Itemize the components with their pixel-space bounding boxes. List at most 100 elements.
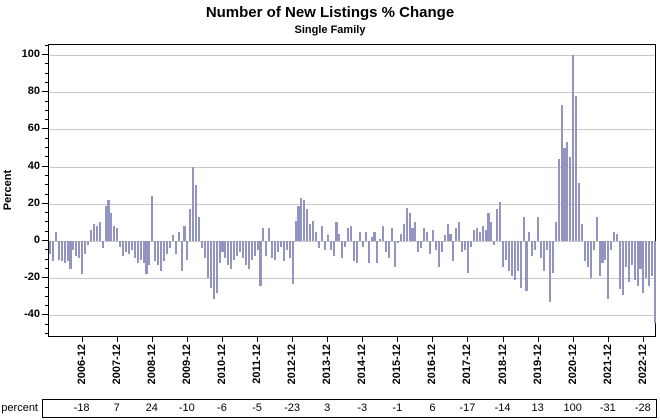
bar [241,241,245,258]
bar [545,241,549,251]
bar [221,241,224,253]
gridline [49,55,655,56]
x-tick-label: 2017-12 [461,344,474,385]
bar [391,227,394,241]
bar [583,241,587,262]
gridline [49,241,655,242]
bar [189,209,192,241]
bar [274,241,277,260]
gridline [49,129,655,131]
bar [610,241,613,251]
bar [198,216,201,241]
bar [499,201,502,241]
x-tick [186,337,188,342]
bar [125,241,128,253]
x-tick-label: 2006-12 [75,344,88,385]
gridline [49,92,655,94]
bar [531,241,534,256]
bar [589,241,592,279]
bar [645,241,648,279]
bar [379,239,382,241]
x-tick [537,337,539,342]
bar [624,241,627,268]
summary-row-label: percent [1,402,38,414]
bar [136,241,139,264]
bar [291,241,294,284]
bar [528,231,531,241]
bar [95,226,98,241]
bar [177,231,180,241]
bar [642,241,645,294]
y-tick-label: 80 [27,85,40,98]
bar [285,241,288,251]
bar [367,241,370,264]
bar [151,196,154,241]
bar [405,207,408,241]
summary-cell: -1 [392,402,403,414]
summary-cell: 24 [145,402,158,414]
y-tick-label: -40 [24,308,40,321]
bar [560,105,563,241]
bar [464,241,467,251]
bar [259,241,262,286]
summary-cell: -18 [73,402,90,414]
bar [236,241,239,256]
bar [212,241,215,299]
x-tick [502,337,504,342]
y-major-tick [42,165,48,167]
x-tick-label: 2021-12 [601,344,614,385]
summary-cell: -17 [459,402,476,414]
summary-cell: 100 [563,402,582,414]
x-tick-label: 2015-12 [391,344,404,385]
y-minor-tick [45,147,48,148]
gridline [49,278,655,280]
bar [279,241,283,247]
bar [651,241,654,277]
bar [519,241,522,288]
x-tick [572,337,574,342]
x-tick-label: 2014-12 [356,344,369,385]
bar [89,229,93,241]
bar [127,241,131,255]
bar [502,241,505,268]
x-tick [116,337,118,342]
bar [268,227,271,241]
y-minor-tick [45,156,48,158]
x-tick-label: 2018-12 [496,344,509,385]
bar [636,241,639,286]
bar [288,241,291,258]
bar [66,241,69,262]
bar [315,231,318,241]
bar [174,241,177,255]
bar [98,222,101,241]
bar [426,231,429,241]
bar [300,198,303,241]
y-major-tick [42,91,48,93]
y-minor-tick [45,81,48,83]
y-major-tick [42,54,48,55]
bar [443,235,446,241]
bar [616,233,619,241]
x-tick [327,337,329,342]
bar [537,216,540,241]
bar [534,241,537,251]
bar [355,241,359,264]
bar [122,241,125,256]
bar [142,241,145,264]
bar [601,241,604,264]
bar [87,241,90,245]
summary-cell: -31 [599,402,616,414]
bar [370,237,373,241]
bar [323,241,326,251]
bar [505,241,508,260]
bar [408,213,411,241]
bar [507,241,511,271]
y-tick-label: 40 [27,159,40,172]
bar [481,226,484,241]
bar [206,241,209,279]
bar [329,241,332,251]
bar [429,241,432,255]
x-tick [397,337,399,342]
bar [54,231,57,241]
